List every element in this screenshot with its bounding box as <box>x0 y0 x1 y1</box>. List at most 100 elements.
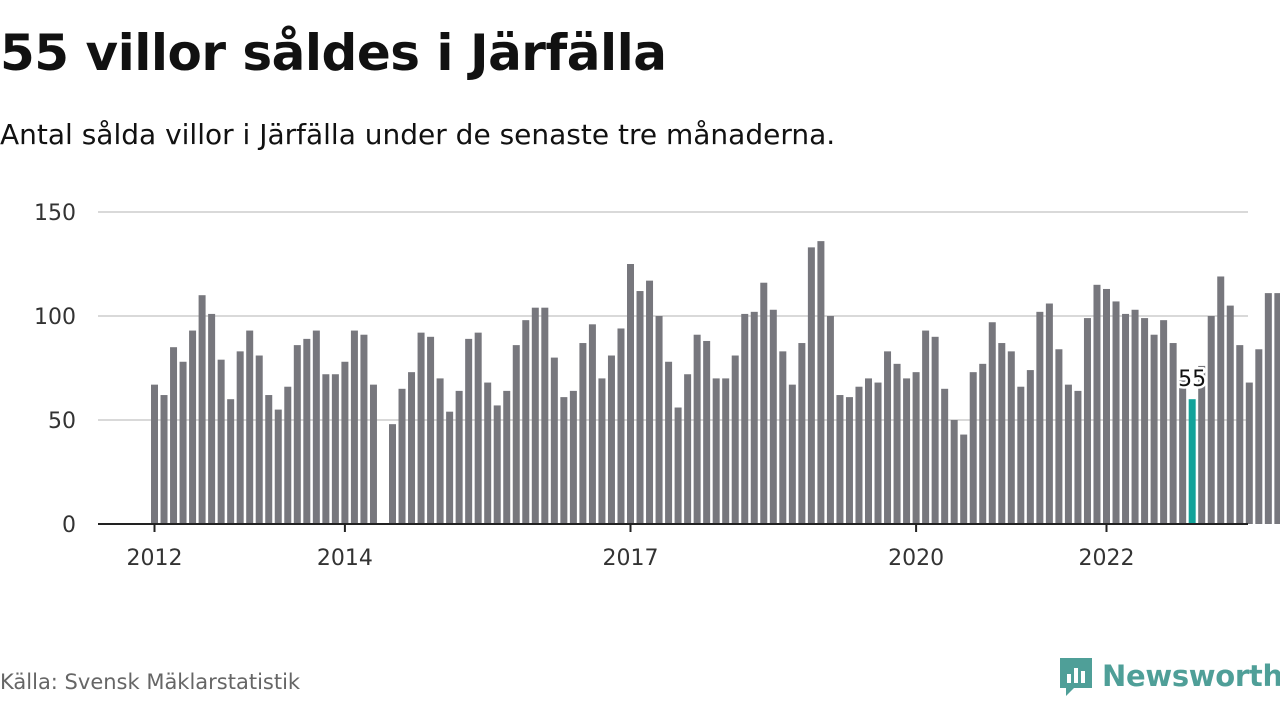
bar <box>969 372 977 524</box>
bar <box>322 374 330 524</box>
bar <box>1007 351 1015 524</box>
bar <box>807 247 815 525</box>
bar <box>731 355 739 524</box>
bar <box>465 338 473 524</box>
x-tick-label-2014: 2014 <box>317 546 373 571</box>
bar <box>493 405 501 524</box>
bar <box>865 378 872 524</box>
bar <box>979 363 987 524</box>
bar <box>189 330 197 524</box>
bar <box>903 378 911 524</box>
x-axis-ticks: 2012 2014 2017 2020 2022 <box>127 524 1135 571</box>
bar <box>674 407 682 524</box>
chart-subtitle: Antal sålda villor i Järfälla under de s… <box>0 118 836 151</box>
bar <box>1112 301 1120 524</box>
bar <box>874 382 882 524</box>
bar <box>798 343 806 524</box>
y-tick-label-0: 0 <box>62 513 76 538</box>
bar <box>1083 318 1091 524</box>
brand-logo: Newsworthy <box>1058 654 1280 698</box>
bar <box>198 295 206 524</box>
bar <box>360 334 368 524</box>
bar <box>503 390 511 524</box>
bar <box>160 395 168 524</box>
bar <box>1226 305 1234 524</box>
bar <box>331 374 339 524</box>
bar <box>284 386 292 524</box>
bar <box>845 397 853 524</box>
bar <box>531 307 539 524</box>
bar <box>960 434 968 524</box>
bar <box>1179 380 1187 524</box>
bar <box>246 330 254 524</box>
bar-highlight <box>1188 399 1196 524</box>
bar <box>1074 390 1082 524</box>
bar <box>151 384 158 524</box>
bar <box>931 336 939 524</box>
grid-lines <box>98 211 1248 421</box>
chart-title: 55 villor såldes i Järfälla <box>0 24 667 82</box>
x-tick-label-2017: 2017 <box>603 546 659 571</box>
bar <box>1245 382 1253 524</box>
bar <box>712 378 720 524</box>
bar <box>436 378 444 524</box>
y-tick-label-150: 150 <box>34 201 76 226</box>
highlight-value-label: 55 <box>1178 367 1206 392</box>
newsworthy-logo-icon <box>1060 658 1092 696</box>
bar <box>722 378 730 524</box>
bar <box>1055 349 1063 524</box>
bar <box>341 361 349 524</box>
bar <box>227 399 235 524</box>
x-tick-label-2012: 2012 <box>127 546 183 571</box>
bar <box>179 361 187 524</box>
bar <box>950 420 958 524</box>
bar <box>750 311 758 524</box>
bar <box>855 386 863 524</box>
bar <box>1169 343 1177 524</box>
bar <box>655 316 663 524</box>
bar <box>512 345 520 524</box>
bar <box>369 384 377 524</box>
bar <box>579 343 587 524</box>
bar <box>446 411 454 524</box>
bar <box>636 291 644 524</box>
bar <box>541 307 549 524</box>
bar <box>255 355 263 524</box>
bar <box>1198 365 1206 524</box>
bar <box>1064 384 1072 524</box>
x-tick-label-2022: 2022 <box>1079 546 1135 571</box>
bar <box>1122 313 1130 524</box>
bar <box>1045 303 1053 524</box>
bar <box>988 322 996 524</box>
bar <box>1274 293 1280 524</box>
bar <box>303 338 311 524</box>
bar <box>474 332 482 524</box>
bar <box>1036 311 1044 524</box>
bar <box>1160 320 1168 524</box>
bar <box>408 372 416 524</box>
bar-chart: 0 50 100 150 2012 2014 2017 2020 2022 55 <box>34 201 1280 571</box>
y-tick-label-100: 100 <box>34 305 76 330</box>
bar <box>208 313 216 524</box>
bar <box>788 384 796 524</box>
bar <box>627 264 634 524</box>
bar <box>884 351 892 524</box>
bar <box>779 351 787 524</box>
bar <box>1026 370 1034 524</box>
bar <box>1103 288 1110 524</box>
bar <box>350 330 358 524</box>
highlight-annotation: 55 <box>1176 365 1209 395</box>
bar <box>389 424 396 524</box>
bar <box>569 390 577 524</box>
bar <box>455 390 463 524</box>
bar <box>217 359 225 524</box>
bar <box>941 388 949 524</box>
bar <box>522 320 530 524</box>
bar <box>398 388 406 524</box>
bar <box>1141 318 1149 524</box>
bar <box>607 355 615 524</box>
bar <box>236 351 244 524</box>
bar <box>922 330 930 524</box>
bar <box>893 363 901 524</box>
